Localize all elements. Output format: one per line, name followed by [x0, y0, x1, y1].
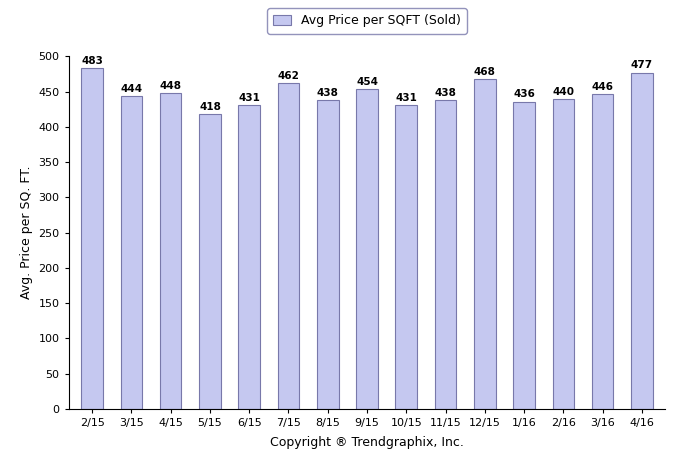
Bar: [395, 105, 417, 409]
Text: 444: 444: [120, 84, 143, 94]
Bar: [552, 99, 574, 409]
Bar: [435, 100, 456, 409]
Text: 438: 438: [317, 88, 339, 98]
Text: 431: 431: [238, 93, 260, 103]
Text: 462: 462: [278, 71, 299, 81]
Text: 454: 454: [356, 77, 378, 86]
Text: 448: 448: [160, 81, 182, 91]
Bar: [631, 72, 652, 409]
Bar: [199, 114, 221, 409]
Text: 440: 440: [552, 86, 574, 96]
Bar: [356, 89, 378, 409]
Bar: [239, 105, 260, 409]
Text: 468: 468: [474, 67, 496, 77]
Text: 418: 418: [199, 102, 221, 112]
Bar: [121, 96, 142, 409]
X-axis label: Copyright ® Trendgraphix, Inc.: Copyright ® Trendgraphix, Inc.: [270, 436, 464, 449]
Bar: [82, 68, 103, 409]
Bar: [278, 83, 299, 409]
Y-axis label: Avg. Price per SQ. FT.: Avg. Price per SQ. FT.: [20, 166, 33, 299]
Text: 477: 477: [631, 61, 653, 70]
Text: 446: 446: [591, 82, 613, 92]
Text: 483: 483: [81, 56, 103, 66]
Text: 436: 436: [513, 89, 535, 99]
Bar: [160, 93, 182, 409]
Bar: [513, 102, 535, 409]
Text: 438: 438: [435, 88, 456, 98]
Text: 431: 431: [395, 93, 417, 103]
Bar: [317, 100, 339, 409]
Bar: [474, 79, 495, 409]
Legend: Avg Price per SQFT (Sold): Avg Price per SQFT (Sold): [267, 8, 467, 33]
Bar: [592, 94, 613, 409]
